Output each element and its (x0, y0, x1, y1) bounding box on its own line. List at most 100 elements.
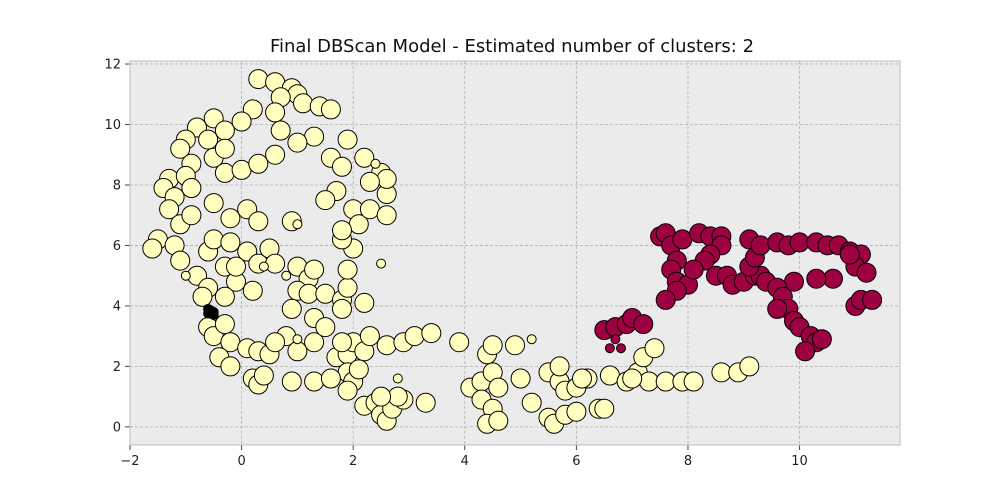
cluster-0-core-point (337, 129, 358, 150)
cluster-0-core-point (220, 232, 241, 253)
cluster-0-core-point (359, 199, 380, 220)
cluster-0-core-point (348, 359, 369, 380)
x-tick-label: −2 (120, 454, 139, 469)
cluster-0-core-point (248, 211, 269, 232)
cluster-0-core-point (521, 392, 542, 413)
cluster-0-core-point (449, 332, 470, 353)
x-tick-label: 6 (572, 454, 580, 469)
cluster-0-core-point (622, 368, 643, 389)
cluster-0-core-point (214, 286, 235, 307)
cluster-1-core-point (856, 262, 877, 283)
cluster-0-core-point (337, 380, 358, 401)
cluster-0-core-point (387, 386, 408, 407)
cluster-0-core-point (354, 147, 375, 168)
cluster-1-core-point (823, 268, 843, 289)
chart-title: Final DBScan Model - Estimated number of… (270, 36, 754, 57)
x-tick-label: 10 (791, 454, 808, 469)
cluster-1-core-point (683, 259, 704, 280)
cluster-0-core-point (214, 314, 235, 335)
cluster-0-core-point (320, 368, 341, 389)
cluster-0-core-point (304, 126, 325, 147)
cluster-0-core-point (214, 120, 235, 141)
cluster-0-core-point (293, 93, 313, 114)
cluster-0-core-point (505, 335, 525, 356)
cluster-0-core-point (192, 286, 213, 307)
y-tick-label: 0 (113, 420, 121, 435)
cluster-0-border-point (292, 219, 303, 230)
cluster-0-border-point (526, 334, 537, 345)
cluster-0-core-point (159, 199, 180, 220)
cluster-0-core-point (594, 398, 615, 419)
x-tick-label: 2 (349, 454, 357, 469)
cluster-0-core-point (181, 178, 202, 198)
cluster-0-core-point (315, 283, 336, 304)
cluster-1-core-point (767, 298, 788, 319)
scatter-points (142, 69, 883, 434)
cluster-0-core-point (265, 102, 286, 123)
cluster-0-core-point (170, 138, 191, 159)
cluster-0-core-point (482, 335, 503, 356)
cluster-1-border-point (604, 343, 615, 354)
cluster-0-core-point (337, 277, 358, 298)
cluster-0-core-point (711, 362, 732, 383)
cluster-0-core-point (281, 371, 302, 392)
cluster-0-core-point (315, 317, 336, 338)
cluster-1-border-point (616, 343, 626, 354)
cluster-0-core-point (359, 326, 380, 347)
cluster-0-core-point (572, 368, 592, 389)
cluster-0-core-point (315, 190, 336, 211)
cluster-0-border-point (292, 334, 303, 345)
cluster-0-core-point (265, 253, 286, 274)
cluster-1-core-point (806, 268, 827, 289)
cluster-1-core-point (811, 329, 832, 350)
cluster-0-core-point (231, 111, 252, 132)
cluster-1-core-point (795, 341, 816, 362)
axes: −2 0 2 4 6 8 10 0 2 4 6 8 10 12 (104, 58, 807, 469)
cluster-0-core-point (170, 250, 191, 271)
cluster-0-core-point (226, 256, 246, 277)
cluster-0-core-point (488, 377, 509, 398)
x-tick-label: 8 (684, 454, 692, 469)
cluster-0-core-point (214, 162, 235, 183)
cluster-0-core-point (739, 356, 760, 377)
x-tick-label: 4 (461, 454, 469, 469)
plot-frame (129, 60, 901, 446)
cluster-0-core-point (599, 365, 620, 386)
cluster-0-core-point (332, 298, 352, 319)
cluster-0-core-point (220, 356, 241, 377)
cluster-0-core-point (248, 69, 269, 90)
cluster-0-core-point (376, 205, 397, 226)
y-tick-label: 10 (104, 118, 121, 133)
cluster-0-core-point (248, 153, 269, 174)
cluster-0-core-point (376, 168, 397, 189)
y-tick-label: 2 (113, 360, 121, 375)
y-tick-label: 6 (113, 239, 121, 254)
noise-point (205, 305, 216, 316)
cluster-0-core-point (359, 171, 380, 192)
cluster-0-core-point (404, 326, 425, 347)
cluster-1-core-point (789, 232, 810, 253)
cluster-0-core-point (142, 238, 163, 259)
cluster-0-core-point (265, 332, 286, 353)
cluster-1-border-point (610, 334, 621, 345)
cluster-0-core-point (337, 259, 358, 280)
cluster-0-core-point (304, 259, 325, 280)
cluster-0-border-point (281, 270, 292, 281)
cluster-0-core-point (644, 338, 665, 359)
cluster-0-core-point (488, 410, 509, 431)
cluster-0-core-point (320, 99, 341, 120)
cluster-0-core-point (332, 156, 352, 177)
cluster-0-border-point (370, 158, 381, 169)
cluster-0-core-point (655, 371, 676, 392)
cluster-0-border-point (376, 258, 387, 269)
cluster-0-core-point (287, 132, 308, 153)
cluster-0-core-point (304, 332, 325, 353)
cluster-1-core-point (633, 314, 654, 335)
cluster-0-core-point (253, 365, 274, 386)
cluster-1-core-point (839, 244, 860, 265)
y-tick-label: 4 (113, 299, 121, 314)
cluster-0-core-point (376, 335, 397, 356)
cluster-0-core-point (566, 401, 587, 422)
x-tick-label: 0 (237, 454, 245, 469)
